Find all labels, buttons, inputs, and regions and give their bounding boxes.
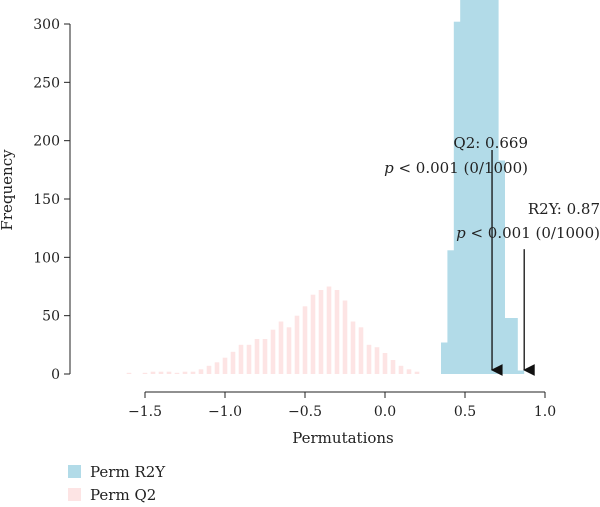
bar-perm-q2	[190, 371, 196, 374]
bar-perm-q2	[174, 372, 180, 374]
x-tick-label: −1.5	[128, 404, 162, 420]
axes: 0 50 100 150 200 250 300 −1.5 −1.0 −0.5 0.0 0.5 1.0	[33, 17, 556, 420]
bar-perm-q2	[414, 371, 420, 374]
perm-q2-bars	[126, 286, 420, 374]
bar-perm-q2	[214, 362, 220, 374]
x-tick-label: −1.0	[208, 404, 242, 420]
bar-perm-q2	[126, 372, 132, 374]
bar-perm-q2	[142, 372, 148, 374]
annotation-line2: p < 0.001 (0/1000)	[456, 224, 600, 242]
bar-perm-q2	[262, 339, 268, 374]
y-tick-label: 300	[33, 17, 60, 33]
legend: Perm R2Y Perm Q2	[68, 463, 166, 504]
bar-perm-q2	[406, 369, 412, 374]
bar-perm-q2	[310, 294, 316, 374]
x-axis-label: Permutations	[292, 429, 394, 447]
x-tick-label: 0.5	[454, 404, 476, 420]
bar-perm-q2	[350, 321, 356, 374]
annotation-line1: R2Y: 0.87	[528, 200, 600, 218]
bar-perm-r2y	[479, 318, 518, 374]
bar-perm-r2y	[485, 370, 525, 374]
bar-perm-q2	[254, 339, 260, 374]
annotations: Q2: 0.669 p < 0.001 (0/1000) R2Y: 0.87 p < …	[384, 134, 600, 376]
y-tick-label: 250	[33, 75, 60, 91]
bar-perm-q2	[302, 306, 308, 374]
bar-perm-q2	[270, 329, 276, 374]
bar-perm-q2	[278, 321, 284, 374]
bar-perm-q2	[358, 327, 364, 374]
legend-swatch-perm-r2y	[68, 465, 81, 478]
y-tick-label: 0	[51, 367, 60, 383]
bar-perm-q2	[318, 290, 324, 374]
x-tick-label: −0.5	[288, 404, 322, 420]
legend-swatch-perm-q2	[68, 488, 81, 501]
bar-perm-q2	[390, 360, 396, 374]
x-ticks: −1.5 −1.0 −0.5 0.0 0.5 1.0	[128, 392, 556, 420]
bar-perm-q2	[374, 347, 380, 374]
bar-perm-q2	[246, 344, 252, 374]
x-tick-label: 1.0	[534, 404, 556, 420]
y-tick-label: 150	[33, 192, 60, 208]
bar-perm-q2	[366, 344, 372, 374]
y-tick-label: 200	[33, 134, 60, 150]
annotation-line2: p < 0.001 (0/1000)	[384, 159, 528, 177]
y-ticks: 0 50 100 150 200 250 300	[33, 17, 70, 383]
x-tick-label: 0.0	[374, 404, 396, 420]
bar-perm-q2	[342, 300, 348, 374]
bar-perm-q2	[238, 344, 244, 374]
bar-perm-q2	[230, 351, 236, 374]
bar-perm-q2	[166, 371, 172, 374]
bar-perm-q2	[158, 371, 164, 374]
bar-perm-q2	[182, 371, 188, 374]
bar-perm-q2	[334, 290, 340, 374]
annotation-line1: Q2: 0.669	[453, 134, 528, 152]
bar-perm-q2	[222, 357, 228, 374]
bar-perm-q2	[198, 369, 204, 374]
bar-perm-q2	[398, 365, 404, 374]
y-tick-label: 100	[33, 250, 60, 266]
perm-r2y-bars	[441, 0, 525, 374]
bar-perm-q2	[294, 315, 300, 374]
y-tick-label: 50	[42, 309, 60, 325]
bar-perm-q2	[150, 371, 156, 374]
bar-perm-q2	[382, 353, 388, 374]
bar-perm-q2	[286, 327, 292, 374]
y-axis-label: Frequency	[0, 149, 16, 231]
bar-perm-q2	[206, 365, 212, 374]
legend-label-perm-r2y: Perm R2Y	[90, 463, 166, 481]
bar-perm-q2	[326, 286, 332, 374]
legend-label-perm-q2: Perm Q2	[90, 486, 156, 504]
